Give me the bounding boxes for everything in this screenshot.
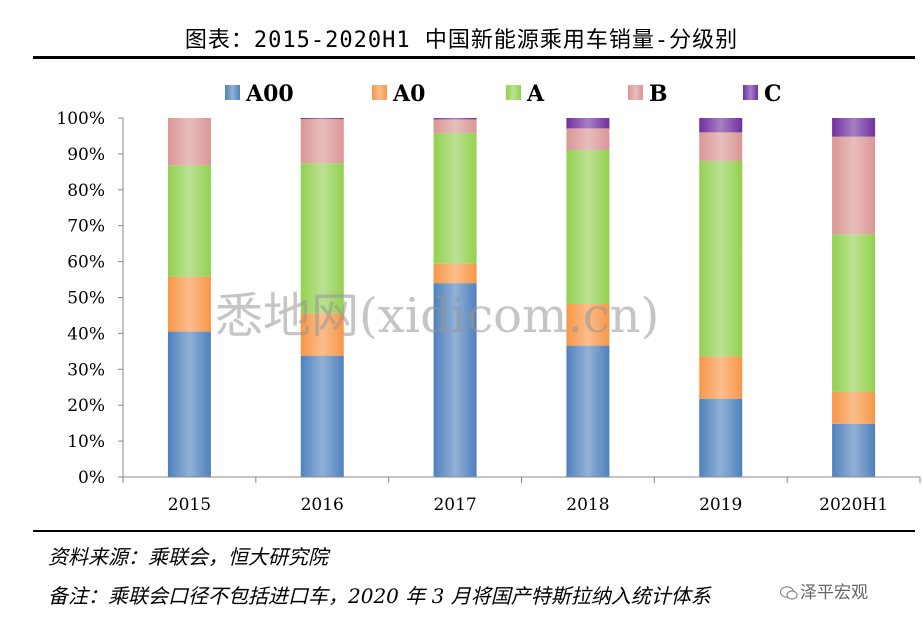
bar-segment-a-2017 [433, 133, 477, 264]
y-tick-label: 50% [67, 289, 105, 309]
chart-title: 图表：2015-2020H1 中国新能源乘用车销量-分级别 [184, 28, 739, 53]
source-note: 资料来源：乘联会，恒大研究院 [48, 545, 328, 569]
legend-label-b: B [649, 81, 668, 107]
stacked-bar-chart: A00 A0 A B C 2015 2016 2017 2018 2019 2020H1 0% 10%… [56, 81, 921, 515]
chart-legend: A00 A0 A B C [225, 81, 782, 107]
y-tick-label: 0% [78, 468, 105, 488]
y-tick-label: 10% [67, 432, 105, 452]
bar-segment-a-2015 [167, 165, 211, 277]
remark-note: 备注：乘联会口径不包括进口车，2020 年 3 月将国产特斯拉纳入统计体系 [48, 584, 711, 608]
bar-segment-b-2017 [433, 119, 477, 134]
bar-segment-b-2016 [300, 119, 344, 164]
watermark: 悉地网(xidicom.cn) [215, 288, 660, 344]
y-tick-label: 60% [67, 253, 105, 273]
wechat-badge-text: 泽平宏观 [800, 583, 868, 603]
legend-swatch-a00 [225, 85, 240, 100]
bar-segment-a0-2019 [699, 356, 743, 399]
y-tick-label: 40% [67, 324, 105, 344]
bar-segment-a0-2015 [167, 276, 211, 332]
wechat-badge: 泽平宏观 [780, 578, 868, 603]
bar-segment-c-2020h1 [832, 118, 876, 137]
x-tick-label: 2020H1 [819, 495, 888, 515]
x-tick-label: 2018 [566, 495, 609, 515]
footer-rule [33, 530, 915, 532]
bar-segment-b-2018 [566, 128, 610, 150]
bar-segment-c-2016 [300, 118, 344, 120]
title-rule [33, 56, 915, 59]
legend-label-c: C [764, 81, 782, 107]
bar-segment-c-2019 [699, 118, 743, 133]
bar-segment-a0-2016 [300, 313, 344, 356]
legend-swatch-c [743, 85, 758, 100]
wechat-icon [780, 586, 798, 600]
bar-segment-a0-2017 [433, 263, 477, 284]
bar-segment-a00-2017 [433, 283, 477, 477]
bar-segment-a-2018 [566, 149, 610, 304]
y-tick-label: 20% [67, 396, 105, 416]
legend-label-a00: A00 [245, 81, 294, 107]
bar-segment-b-2019 [699, 132, 743, 162]
bar-segment-c-2018 [566, 118, 610, 129]
x-tick-label: 2015 [168, 495, 211, 515]
plot-area [167, 118, 876, 477]
y-tick-label: 100% [56, 109, 105, 129]
legend-swatch-b [628, 85, 643, 100]
bar-segment-b-2015 [167, 118, 211, 166]
legend-label-a0: A0 [392, 81, 425, 107]
bar-segment-a0-2020h1 [832, 391, 876, 424]
bar-segment-a00-2015 [167, 331, 211, 477]
y-tick-label: 70% [67, 217, 105, 237]
bar-segment-c-2017 [433, 118, 477, 120]
bar-segment-a00-2018 [566, 345, 610, 477]
x-tick-label: 2019 [699, 495, 742, 515]
legend-swatch-a [506, 85, 521, 100]
y-tick-label: 90% [67, 145, 105, 165]
legend-swatch-a0 [372, 85, 387, 100]
legend-label-a: A [526, 81, 545, 107]
bar-segment-a-2019 [699, 161, 743, 357]
bar-segment-a-2016 [300, 163, 344, 314]
bar-segment-a-2020h1 [832, 234, 876, 392]
bar-segment-a0-2018 [566, 303, 610, 346]
bar-segment-b-2020h1 [832, 136, 876, 235]
bar-segment-a00-2016 [300, 355, 344, 477]
x-tick-label: 2017 [433, 495, 476, 515]
y-tick-label: 30% [67, 360, 105, 380]
y-tick-label: 80% [67, 181, 105, 201]
x-tick-label: 2016 [301, 495, 344, 515]
chart-axes: 2015 2016 2017 2018 2019 2020H1 0% 10% 20% 30% 40%… [56, 109, 921, 515]
bar-segment-a00-2020h1 [832, 423, 876, 477]
bar-segment-a00-2019 [699, 398, 743, 477]
